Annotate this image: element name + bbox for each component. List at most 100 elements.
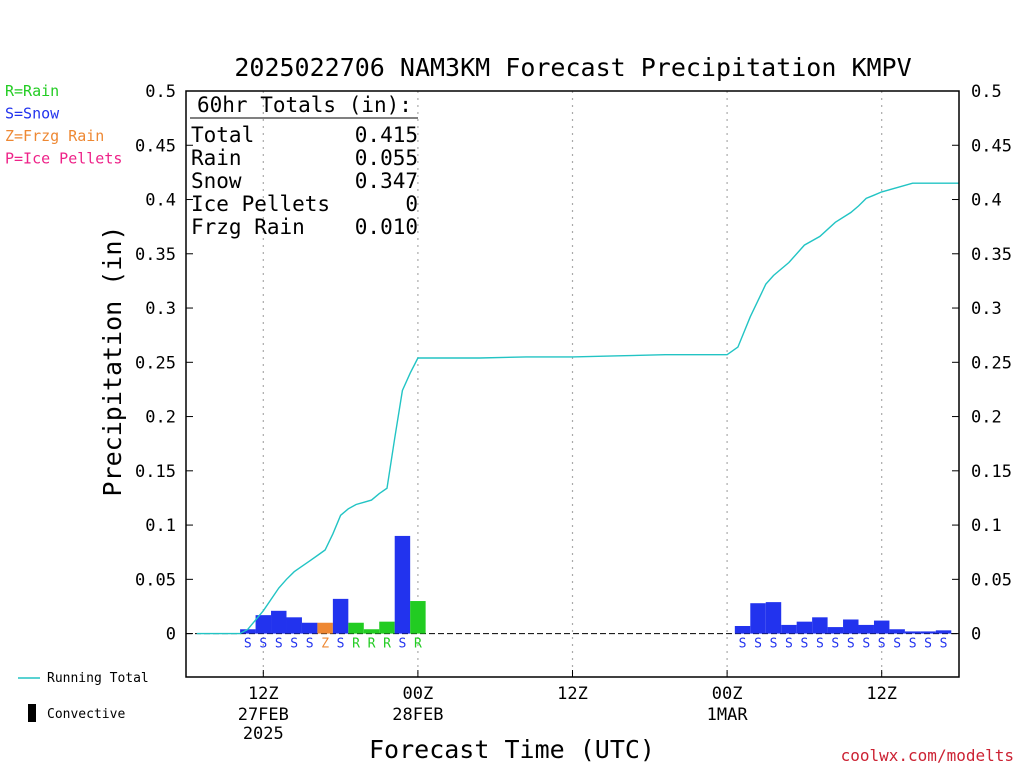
ptype-label: S (785, 637, 793, 652)
y-tick-label-right: 0.1 (971, 516, 1002, 536)
precip-bar (348, 622, 364, 634)
y-tick-label-right: 0.4 (971, 191, 1002, 211)
x-tick-date: 28FEB (392, 705, 443, 725)
y-tick-label-left: 0.05 (135, 570, 176, 590)
y-tick-label-left: 0.25 (135, 353, 176, 373)
ptype-label: R (352, 637, 360, 652)
precip-bar (873, 620, 890, 634)
x-tick-label: 00Z (403, 684, 434, 704)
y-tick-label-right: 0.35 (971, 245, 1012, 265)
precip-bar (271, 610, 287, 634)
y-axis-label: Precipitation (in) (98, 226, 127, 497)
precip-bar (363, 629, 380, 634)
x-tick-date: 27FEB (238, 705, 289, 725)
ptype-label: R (368, 637, 376, 652)
totals-value: 0.347 (355, 169, 418, 193)
ptype-label: S (862, 637, 870, 652)
precip-bar (301, 622, 318, 634)
precip-bar (843, 619, 859, 634)
x-tick-label: 12Z (248, 684, 279, 704)
y-tick-label-left: 0.3 (145, 299, 176, 319)
totals-label: Rain (191, 146, 242, 170)
y-tick-label-left: 0.15 (135, 462, 176, 482)
legend-type-entry: P=Ice Pellets (5, 150, 122, 168)
ptype-label: S (754, 637, 762, 652)
precip-bar (255, 615, 272, 634)
y-tick-label-right: 0.05 (971, 570, 1012, 590)
legend-type-entry: S=Snow (5, 105, 60, 123)
ptype-label: S (924, 637, 932, 652)
running-total-legend: Running Total (47, 671, 149, 686)
totals-value: 0.415 (355, 123, 418, 147)
precip-bar (796, 621, 813, 634)
ptype-label: S (816, 637, 824, 652)
precip-bar (765, 602, 782, 634)
y-tick-label-left: 0.4 (145, 191, 176, 211)
precip-bar (750, 603, 766, 634)
legend-type-entry: Z=Frzg Rain (5, 127, 104, 145)
totals-label: Snow (191, 169, 242, 193)
ptype-label: S (847, 637, 855, 652)
x-tick-label: 00Z (712, 684, 743, 704)
precip-type-legend: R=Rain S=Snow Z=Frzg Rain P=Ice Pellets (5, 82, 122, 168)
y-tick-label-left: 0.1 (145, 516, 176, 536)
y-axis-right: 0 0.05 0.1 0.15 0.2 0.25 0.3 0.35 0.4 0.45 0.5 (952, 82, 1012, 645)
precip-bar (379, 621, 395, 634)
precip-bar (935, 630, 952, 634)
ptype-label: S (275, 637, 283, 652)
totals-label: Ice Pellets (191, 192, 330, 216)
totals-header: 60hr Totals (in): (197, 93, 412, 117)
totals-label: Total (191, 123, 254, 147)
y-tick-label-right: 0.3 (971, 299, 1002, 319)
totals-value: 0.055 (355, 146, 418, 170)
ptype-label: S (244, 637, 252, 652)
y-tick-label-left: 0.45 (135, 136, 176, 156)
ptype-label: S (290, 637, 298, 652)
ptype-label: S (800, 637, 808, 652)
ptype-label: S (337, 637, 345, 652)
precip-bar (858, 624, 874, 634)
y-tick-label-left: 0.2 (145, 408, 176, 428)
x-tick-label: 12Z (557, 684, 588, 704)
ptype-label: S (893, 637, 901, 652)
x-tick-label: 12Z (866, 684, 897, 704)
credit-text: coolwx.com/modelts (841, 746, 1014, 765)
ptype-label: S (259, 637, 267, 652)
ptype-label: S (306, 637, 314, 652)
precip-bar (240, 629, 256, 634)
ptype-label: S (878, 637, 886, 652)
convective-swatch (28, 704, 36, 722)
precip-bar (734, 625, 751, 634)
x-tick-date: 1MAR (707, 705, 749, 725)
totals-box: 60hr Totals (in): Total 0.415 Rain 0.055 Sno… (190, 93, 418, 239)
ptype-label: Z (321, 637, 329, 652)
y-tick-label-right: 0.2 (971, 408, 1002, 428)
precip-bars (240, 535, 952, 634)
y-tick-label-left: 0.5 (145, 82, 176, 102)
y-tick-label-right: 0.25 (971, 353, 1012, 373)
precip-bar (332, 598, 349, 634)
y-tick-label-right: 0.5 (971, 82, 1002, 102)
ptype-label: S (739, 637, 747, 652)
ptype-label: S (831, 637, 839, 652)
precip-bar (286, 617, 302, 634)
precip-bar (394, 535, 411, 634)
ptype-label: R (383, 637, 391, 652)
precip-bar (827, 627, 844, 634)
x-axis-label: Forecast Time (UTC) (369, 735, 655, 764)
precip-bar (920, 631, 936, 634)
totals-value: 0 (405, 192, 418, 216)
ptype-label: R (414, 637, 422, 652)
running-total-line (196, 182, 959, 635)
convective-legend: Convective (47, 707, 125, 722)
precip-bar (904, 631, 921, 634)
precip-bar (781, 624, 797, 634)
ptype-label: S (940, 637, 948, 652)
ptype-label: S (399, 637, 407, 652)
y-axis-left: 0 0.05 0.1 0.15 0.2 0.25 0.3 0.35 0.4 0.45 0.5 (135, 82, 193, 645)
bottom-legend: Running Total Convective (18, 671, 149, 722)
precip-bar (410, 601, 426, 634)
